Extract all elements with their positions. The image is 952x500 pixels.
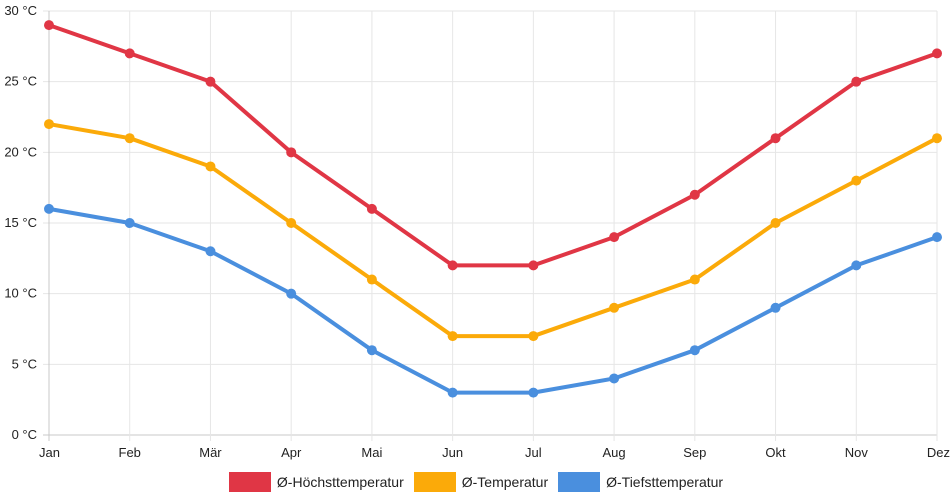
x-tick-label: Sep — [683, 445, 706, 460]
legend-label-mean: Ø-Temperatur — [461, 474, 549, 490]
data-point — [528, 387, 539, 398]
y-tick-label: 15 °C — [4, 215, 37, 230]
data-point — [851, 76, 862, 87]
data-point — [932, 133, 942, 144]
data-point — [851, 175, 862, 186]
x-tick-label: Jun — [442, 445, 463, 460]
x-tick-label: Nov — [845, 445, 869, 460]
series-line-2 — [47, 206, 939, 395]
legend-item-high[interactable]: Ø-Höchsttemperatur — [228, 472, 404, 492]
data-point — [447, 331, 458, 342]
y-tick-label: 10 °C — [4, 286, 37, 301]
data-point — [124, 133, 135, 144]
data-point — [770, 302, 781, 313]
data-point — [851, 260, 862, 271]
data-point — [124, 48, 135, 59]
legend: Ø-Höchsttemperatur Ø-Temperatur Ø-Tiefst… — [0, 472, 952, 492]
x-tick-label: Apr — [281, 445, 302, 460]
legend-swatch-high — [228, 472, 271, 492]
data-point — [44, 20, 54, 31]
data-point — [205, 246, 216, 257]
data-point — [932, 232, 942, 243]
series-layer — [44, 20, 942, 398]
data-point — [124, 218, 135, 228]
legend-item-low[interactable]: Ø-Tiefsttemperatur — [558, 472, 723, 492]
y-tick-label: 20 °C — [4, 144, 37, 159]
data-point — [286, 218, 297, 228]
legend-swatch-mean — [413, 472, 456, 492]
data-point — [286, 288, 297, 299]
x-tick-label: Jul — [525, 445, 542, 460]
data-point — [528, 260, 539, 271]
x-tick-label: Okt — [765, 445, 786, 460]
legend-label-high: Ø-Höchsttemperatur — [276, 474, 404, 490]
x-tick-label: Mai — [361, 445, 382, 460]
x-tick-label: Jan — [39, 445, 60, 460]
x-tick-label: Dez — [927, 445, 950, 460]
data-point — [447, 260, 458, 271]
data-point — [366, 274, 377, 285]
data-point — [286, 147, 297, 158]
axes: 0 °C 5 °C 10 °C 15 °C 20 °C 25 °C 30 °C Jan Feb M… — [4, 3, 950, 460]
x-tick-label: Aug — [603, 445, 626, 460]
data-point — [770, 133, 781, 144]
data-point — [44, 119, 54, 130]
data-point — [366, 203, 377, 214]
legend-item-mean[interactable]: Ø-Temperatur — [413, 472, 549, 492]
x-tick-label: Mär — [199, 445, 222, 460]
data-point — [44, 203, 54, 214]
data-point — [932, 48, 942, 59]
data-point — [609, 232, 620, 243]
data-point — [205, 161, 216, 172]
data-point — [205, 76, 216, 87]
data-point — [689, 345, 700, 356]
x-tick-label: Feb — [119, 445, 141, 460]
series-line-1 — [47, 122, 939, 339]
data-point — [770, 218, 781, 228]
temperature-line-chart: 0 °C 5 °C 10 °C 15 °C 20 °C 25 °C 30 °C Jan Feb M… — [4, 3, 950, 460]
y-tick-label: 30 °C — [4, 3, 37, 18]
y-tick-label: 5 °C — [12, 356, 37, 371]
data-point — [447, 387, 458, 398]
grid — [43, 10, 938, 441]
data-point — [528, 331, 539, 342]
data-point — [689, 189, 700, 200]
data-point — [609, 302, 620, 313]
data-point — [689, 274, 700, 285]
legend-label-low: Ø-Tiefsttemperatur — [606, 474, 724, 490]
legend-swatch-low — [558, 472, 601, 492]
y-tick-label: 0 °C — [12, 427, 37, 442]
series-line-0 — [47, 23, 939, 268]
data-point — [366, 345, 377, 356]
data-point — [609, 373, 620, 384]
y-tick-label: 25 °C — [4, 74, 37, 89]
